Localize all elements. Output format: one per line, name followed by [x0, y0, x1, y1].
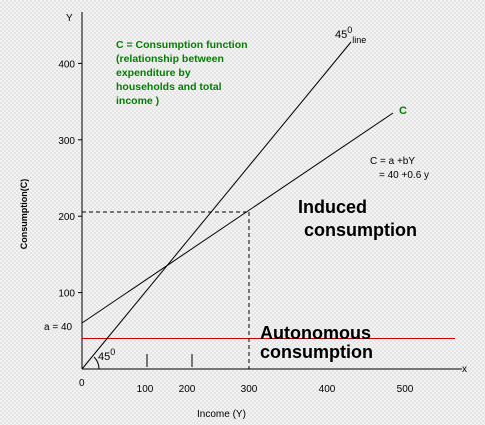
x-axis-title: Income (Y) [197, 409, 246, 420]
induced-consumption-label-1: Induced [298, 197, 367, 217]
x-tick-label-100: 100 [137, 384, 154, 395]
autonomous-consumption-label-1: Autonomous [260, 323, 371, 343]
c-line-label: C [399, 105, 407, 117]
y-tick-label-300: 300 [58, 136, 75, 147]
x-tick-label-500: 500 [397, 384, 414, 395]
x-tick-label-200: 200 [179, 384, 196, 395]
line45-label-sup: 0 [347, 25, 352, 35]
y-tick-label-200: 200 [58, 212, 75, 223]
line45-label-base: 45 [335, 29, 347, 41]
autonomous-consumption-label-2: consumption [260, 342, 373, 362]
autonomous-value-label: a = 40 [44, 322, 73, 333]
angle-arc [93, 356, 100, 370]
definition-line-1: C = Consumption function [116, 39, 248, 51]
origin-label: 0 [79, 378, 85, 389]
induced-consumption-label-2: consumption [304, 220, 417, 240]
angle-label: 450 [98, 347, 115, 363]
line45-label: 450line [335, 25, 366, 45]
angle-label-base: 45 [98, 351, 110, 363]
angle-label-sup: 0 [110, 347, 115, 357]
series-line-45-degree [81, 41, 352, 370]
y-tick-label-400: 400 [58, 59, 75, 70]
y-axis-title: Consumption(C) [19, 179, 29, 249]
line45-label-sub: line [352, 35, 366, 45]
y-axis-letter: Y [66, 13, 73, 24]
plot-area: 100 200 300 400 100 200 300 400 500 [58, 12, 462, 395]
x-tick-label-300: 300 [241, 384, 258, 395]
definition-line-3: expenditure by [116, 67, 191, 79]
x-axis-letter: x [462, 364, 467, 375]
y-tick-label-100: 100 [58, 289, 75, 300]
equation-line-2: = 40 +0.6 y [379, 170, 429, 181]
x-tick-label-400: 400 [319, 384, 336, 395]
series-line-consumption [81, 112, 394, 324]
definition-line-5: income ) [116, 95, 159, 107]
equation-line-1: C = a +bY [370, 156, 415, 167]
definition-line-2: (relationship between [116, 53, 224, 65]
definition-line-4: households and total [116, 81, 222, 93]
